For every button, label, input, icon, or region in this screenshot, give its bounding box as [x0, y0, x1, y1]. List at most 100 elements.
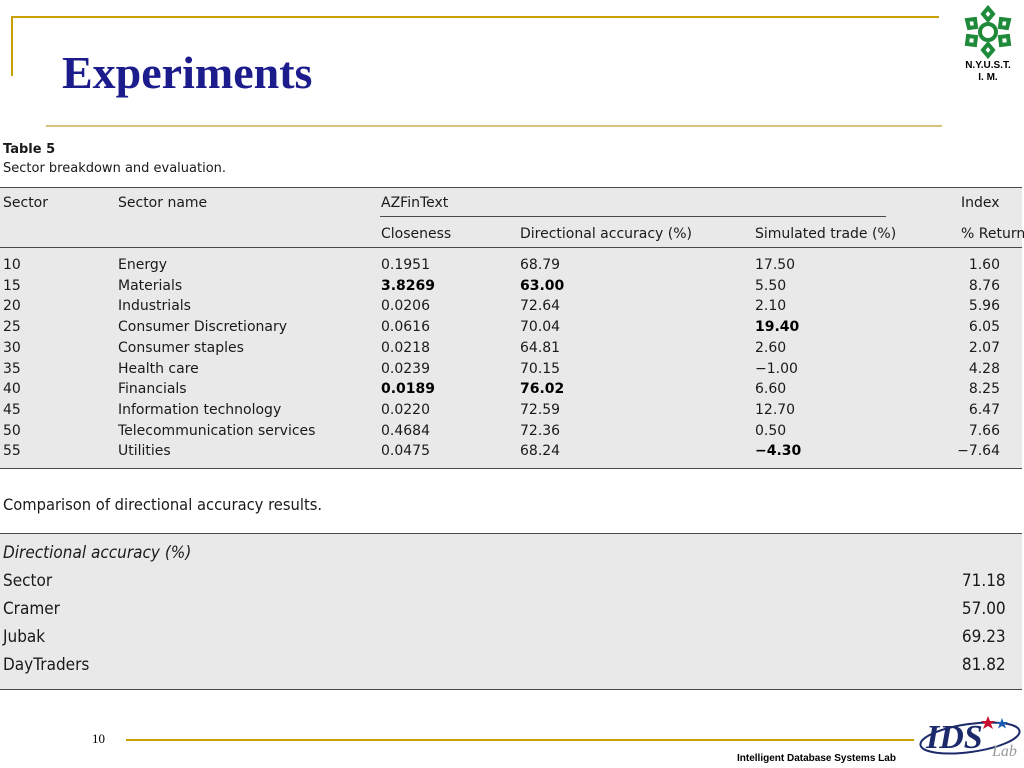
header-sector-name: Sector name [118, 195, 208, 211]
footer-lab-name: Intelligent Database Systems Lab [737, 753, 896, 764]
comparison-table: Directional accuracy (%) Sector 71.18 Cram… [0, 533, 1022, 690]
row-directional-accuracy: 63.00 [520, 277, 565, 294]
snowflake-icon [964, 4, 1012, 60]
header-azfintext: AZFinText [381, 195, 449, 211]
row-sector-name: Telecommunication services [118, 422, 316, 439]
row-sector: 15 [3, 277, 21, 294]
row-directional-accuracy: 72.64 [520, 298, 561, 315]
row-sector: 10 [3, 257, 21, 273]
row-closeness: 3.8269 [381, 277, 436, 294]
table5-caption: Table 5 Sector breakdown and evaluation. [3, 140, 226, 178]
row-sector: 20 [3, 298, 21, 315]
row-closeness: 0.0616 [381, 319, 430, 336]
row-sector: 50 [3, 422, 21, 439]
row-closeness: 0.0189 [381, 381, 436, 398]
comparison-row-value: 57.00 [962, 599, 1006, 619]
footer-line [126, 739, 914, 741]
row-return: 8.25 [968, 381, 1000, 398]
row-closeness: 0.0239 [381, 360, 430, 377]
row-simulated-trade: 0.50 [755, 422, 787, 439]
svg-text:Lab: Lab [991, 743, 1017, 760]
row-simulated-trade: −4.30 [755, 443, 802, 460]
row-sector-name: Industrials [118, 298, 191, 315]
row-sector: 35 [3, 360, 21, 377]
comparison-row-label: Jubak [3, 627, 46, 647]
row-closeness: 0.0206 [381, 298, 430, 315]
row-directional-accuracy: 70.15 [520, 360, 561, 377]
comparison-row-value: 81.82 [962, 655, 1006, 675]
header-index: Index [961, 195, 1000, 211]
row-return: 6.05 [968, 319, 1000, 336]
row-sector-name: Consumer staples [118, 339, 244, 356]
row-return: 5.96 [968, 298, 1000, 315]
row-directional-accuracy: 68.79 [520, 257, 561, 273]
group-sub-rule [380, 216, 886, 217]
row-return: 7.66 [968, 422, 1000, 439]
row-simulated-trade: −1.00 [755, 360, 798, 377]
table-top-rule [0, 187, 1022, 188]
comparison-row-label: Cramer [3, 599, 60, 619]
row-sector-name: Financials [118, 381, 187, 398]
table-bottom-rule [0, 468, 1022, 469]
frame-top-line [11, 16, 939, 18]
comparison-row-value: 71.18 [962, 571, 1006, 591]
comparison-row-label: DayTraders [3, 655, 90, 675]
table5-description: Sector breakdown and evaluation. [3, 161, 227, 176]
row-directional-accuracy: 72.59 [520, 401, 561, 418]
row-return: 4.28 [968, 360, 1000, 377]
header-bottom-rule [0, 247, 1022, 248]
slide-title: Experiments [62, 47, 313, 98]
title-underline [46, 125, 942, 127]
ids-lab-logo: IDS Lab [919, 716, 1021, 760]
row-directional-accuracy: 68.24 [520, 443, 561, 460]
row-simulated-trade: 17.50 [755, 257, 796, 273]
row-closeness: 0.0475 [381, 443, 430, 460]
row-simulated-trade: 6.60 [755, 381, 787, 398]
row-sector: 40 [3, 381, 21, 398]
row-sector-name: Utilities [118, 443, 171, 460]
frame-left-line [11, 16, 13, 76]
table5-label: Table 5 [3, 142, 56, 157]
row-directional-accuracy: 70.04 [520, 319, 561, 336]
comparison-row-value: 69.23 [962, 627, 1006, 647]
row-sector: 55 [3, 443, 21, 460]
comparison-row-label: Sector [3, 571, 53, 591]
row-sector: 30 [3, 339, 21, 356]
page-number: 10 [92, 731, 105, 746]
comparison-bottom-rule [0, 689, 1022, 690]
row-sector-name: Consumer Discretionary [118, 319, 287, 336]
row-sector-name: Health care [118, 360, 199, 377]
row-simulated-trade: 5.50 [755, 277, 787, 294]
logo-line-1: N.Y.U.S.T. [965, 60, 1011, 71]
row-directional-accuracy: 64.81 [520, 339, 561, 356]
row-return: 8.76 [968, 277, 1000, 294]
row-simulated-trade: 12.70 [755, 401, 796, 418]
row-sector: 25 [3, 319, 21, 336]
header-return: % Return [961, 226, 1024, 242]
row-simulated-trade: 19.40 [755, 319, 800, 336]
nyust-logo: N.Y.U.S.T. I. M. [957, 4, 1019, 86]
logo-line-2: I. M. [978, 72, 998, 83]
header-directional-accuracy: Directional accuracy (%) [520, 226, 693, 242]
row-directional-accuracy: 72.36 [520, 422, 561, 439]
row-sector-name: Information technology [118, 401, 282, 418]
row-directional-accuracy: 76.02 [520, 381, 565, 398]
comparison-top-rule [0, 533, 1022, 534]
row-sector-name: Energy [118, 257, 168, 273]
row-return: 2.07 [968, 339, 1000, 356]
row-return: 1.60 [968, 257, 1000, 273]
row-return: −7.64 [957, 443, 1000, 460]
sector-table: Sector Sector name AZFinText Index Close… [0, 187, 1024, 469]
row-simulated-trade: 2.10 [755, 298, 787, 315]
comparison-header: Directional accuracy (%) [3, 543, 192, 563]
row-closeness: 0.0220 [381, 401, 430, 418]
row-simulated-trade: 2.60 [755, 339, 787, 356]
row-closeness: 0.1951 [381, 257, 430, 273]
row-return: 6.47 [968, 401, 1000, 418]
header-closeness: Closeness [381, 226, 452, 242]
svg-text:IDS: IDS [925, 719, 983, 756]
row-sector-name: Materials [118, 277, 183, 294]
row-closeness: 0.4684 [381, 422, 430, 439]
row-closeness: 0.0218 [381, 339, 430, 356]
comparison-title: Comparison of directional accuracy resul… [3, 495, 323, 514]
